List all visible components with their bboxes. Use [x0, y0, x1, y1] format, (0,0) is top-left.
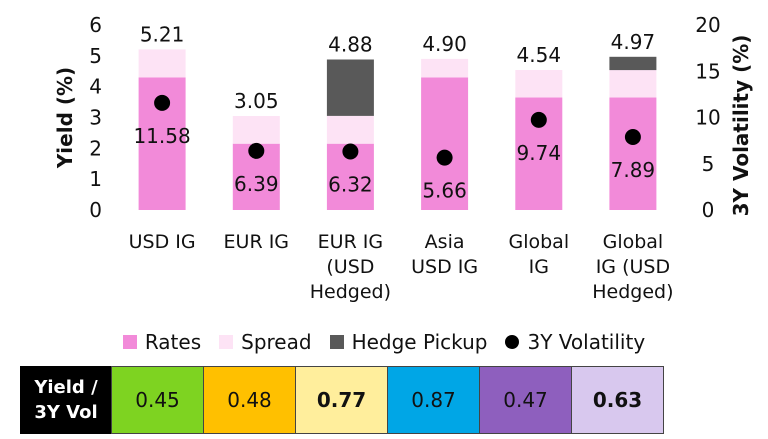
- bar-segment-spread: [232, 116, 280, 144]
- y-tick-label: 2: [89, 136, 102, 160]
- bar-segment-hedge-pickup: [326, 59, 374, 116]
- y-tick-label: 5: [89, 44, 102, 68]
- ratio-value: 0.87: [411, 388, 456, 412]
- legend-item-spread: Spread: [219, 330, 312, 354]
- spread-swatch: [219, 335, 234, 349]
- x-tick-label: Global: [603, 231, 664, 253]
- bar-segment-spread: [515, 70, 563, 98]
- ratio-cell: 0.47: [479, 366, 572, 434]
- volatility-label: 11.58: [133, 124, 190, 148]
- yield-total-label: 4.88: [328, 33, 373, 57]
- volatility-point: [154, 94, 171, 111]
- legend-label-rates: Rates: [144, 330, 202, 354]
- y2-tick-label: 10: [695, 106, 720, 130]
- y2-tick-label: 15: [695, 59, 720, 83]
- ratio-cell: 0.48: [203, 366, 296, 434]
- x-tick-label: IG (USD: [596, 256, 670, 278]
- yield-total-label: 4.54: [517, 43, 562, 67]
- volatility-label: 6.39: [234, 172, 279, 196]
- x-tick-label: EUR IG: [224, 231, 289, 253]
- yield-total-label: 3.05: [234, 89, 279, 113]
- x-tick-label: USD IG: [129, 231, 196, 253]
- bar-segment-spread: [421, 58, 469, 78]
- ratio-cell: 0.77: [295, 366, 388, 434]
- bar-segment-spread: [609, 70, 657, 98]
- y2-tick-label: 20: [695, 13, 720, 37]
- ratio-value: 0.48: [227, 388, 272, 412]
- legend-item-hedge-pickup: Hedge Pickup: [329, 330, 488, 354]
- x-tick-label: USD IG: [411, 256, 478, 278]
- axes-layer: USD IG EUR IG EUR IG (USD Hedged) Asia USD IG G…: [53, 13, 753, 303]
- y-tick-label: 4: [89, 75, 102, 99]
- y2-tick-label: 0: [702, 198, 715, 222]
- yield-total-label: 5.21: [140, 22, 185, 46]
- volatility-label: 9.74: [517, 141, 562, 165]
- ratio-value: 0.45: [135, 388, 180, 412]
- ratio-cell: 0.45: [111, 366, 204, 434]
- bars-layer: [138, 49, 657, 211]
- ratio-table-header: Yield / 3Y Vol: [20, 366, 112, 434]
- yield-total-label: 4.97: [611, 30, 656, 54]
- ratio-cell: 0.87: [387, 366, 480, 434]
- rates-swatch: [122, 335, 137, 349]
- volatility-point: [624, 129, 641, 145]
- bar-segment-spread: [326, 116, 374, 144]
- x-tick-label: (USD: [326, 256, 374, 278]
- bar-segment-rates: [421, 77, 469, 211]
- volatility-point: [248, 142, 265, 159]
- chart-legend: Rates Spread Hedge Pickup 3Y Volatility: [0, 328, 768, 356]
- y2-axis-title: 3Y Volatility (%): [729, 35, 753, 217]
- y-axis-title: Yield (%): [53, 67, 77, 169]
- bar-segment-hedge-pickup: [609, 56, 657, 71]
- legend-item-volatility: 3Y Volatility: [505, 330, 645, 354]
- ratio-header-line2: 3Y Vol: [34, 402, 98, 423]
- ratio-value: 0.77: [316, 388, 367, 412]
- yield-total-label: 4.90: [422, 32, 467, 56]
- yield-vol-ratio-table: Yield / 3Y Vol 0.45 0.48 0.77 0.87 0.47 …: [20, 366, 664, 434]
- x-tick-label: EUR IG: [318, 231, 383, 253]
- legend-label-hedge-pickup: Hedge Pickup: [351, 330, 488, 354]
- x-tick-label: Global: [508, 231, 569, 253]
- yield-volatility-chart: 5.21 11.58 3.05 6.39 4.88 6.32 4.90 5.66 4.54 9.7…: [53, 13, 753, 303]
- x-tick-label: Hedged): [310, 281, 391, 303]
- x-tick-label: Asia: [425, 231, 465, 253]
- legend-label-volatility: 3Y Volatility: [527, 330, 646, 354]
- y-tick-label: 1: [89, 167, 102, 191]
- volatility-point: [530, 111, 547, 128]
- x-tick-label: IG: [529, 256, 549, 278]
- y-tick-label: 3: [89, 106, 102, 130]
- labels-layer: 5.21 11.58 3.05 6.39 4.88 6.32 4.90 5.66 4.54 9.7…: [133, 22, 655, 202]
- volatility-point: [342, 143, 359, 160]
- ratio-cell: 0.63: [571, 366, 664, 434]
- hedge-pickup-swatch: [329, 335, 344, 349]
- volatility-point: [436, 149, 453, 166]
- legend-label-spread: Spread: [241, 330, 312, 354]
- y-tick-label: 0: [89, 198, 102, 222]
- legend-item-rates: Rates: [122, 330, 202, 354]
- ratio-value: 0.47: [503, 388, 548, 412]
- volatility-label: 7.89: [611, 158, 656, 182]
- y-tick-label: 6: [89, 13, 102, 37]
- y2-tick-label: 5: [702, 152, 715, 176]
- ratio-header-line1: Yield /: [34, 377, 98, 398]
- bar-segment-spread: [138, 49, 186, 78]
- bar-segment-rates: [609, 97, 657, 210]
- ratio-value: 0.63: [592, 388, 643, 412]
- volatility-dot-icon: [505, 335, 520, 349]
- volatility-label: 6.32: [328, 173, 373, 197]
- volatility-label: 5.66: [422, 179, 467, 203]
- x-tick-label: Hedged): [592, 281, 673, 303]
